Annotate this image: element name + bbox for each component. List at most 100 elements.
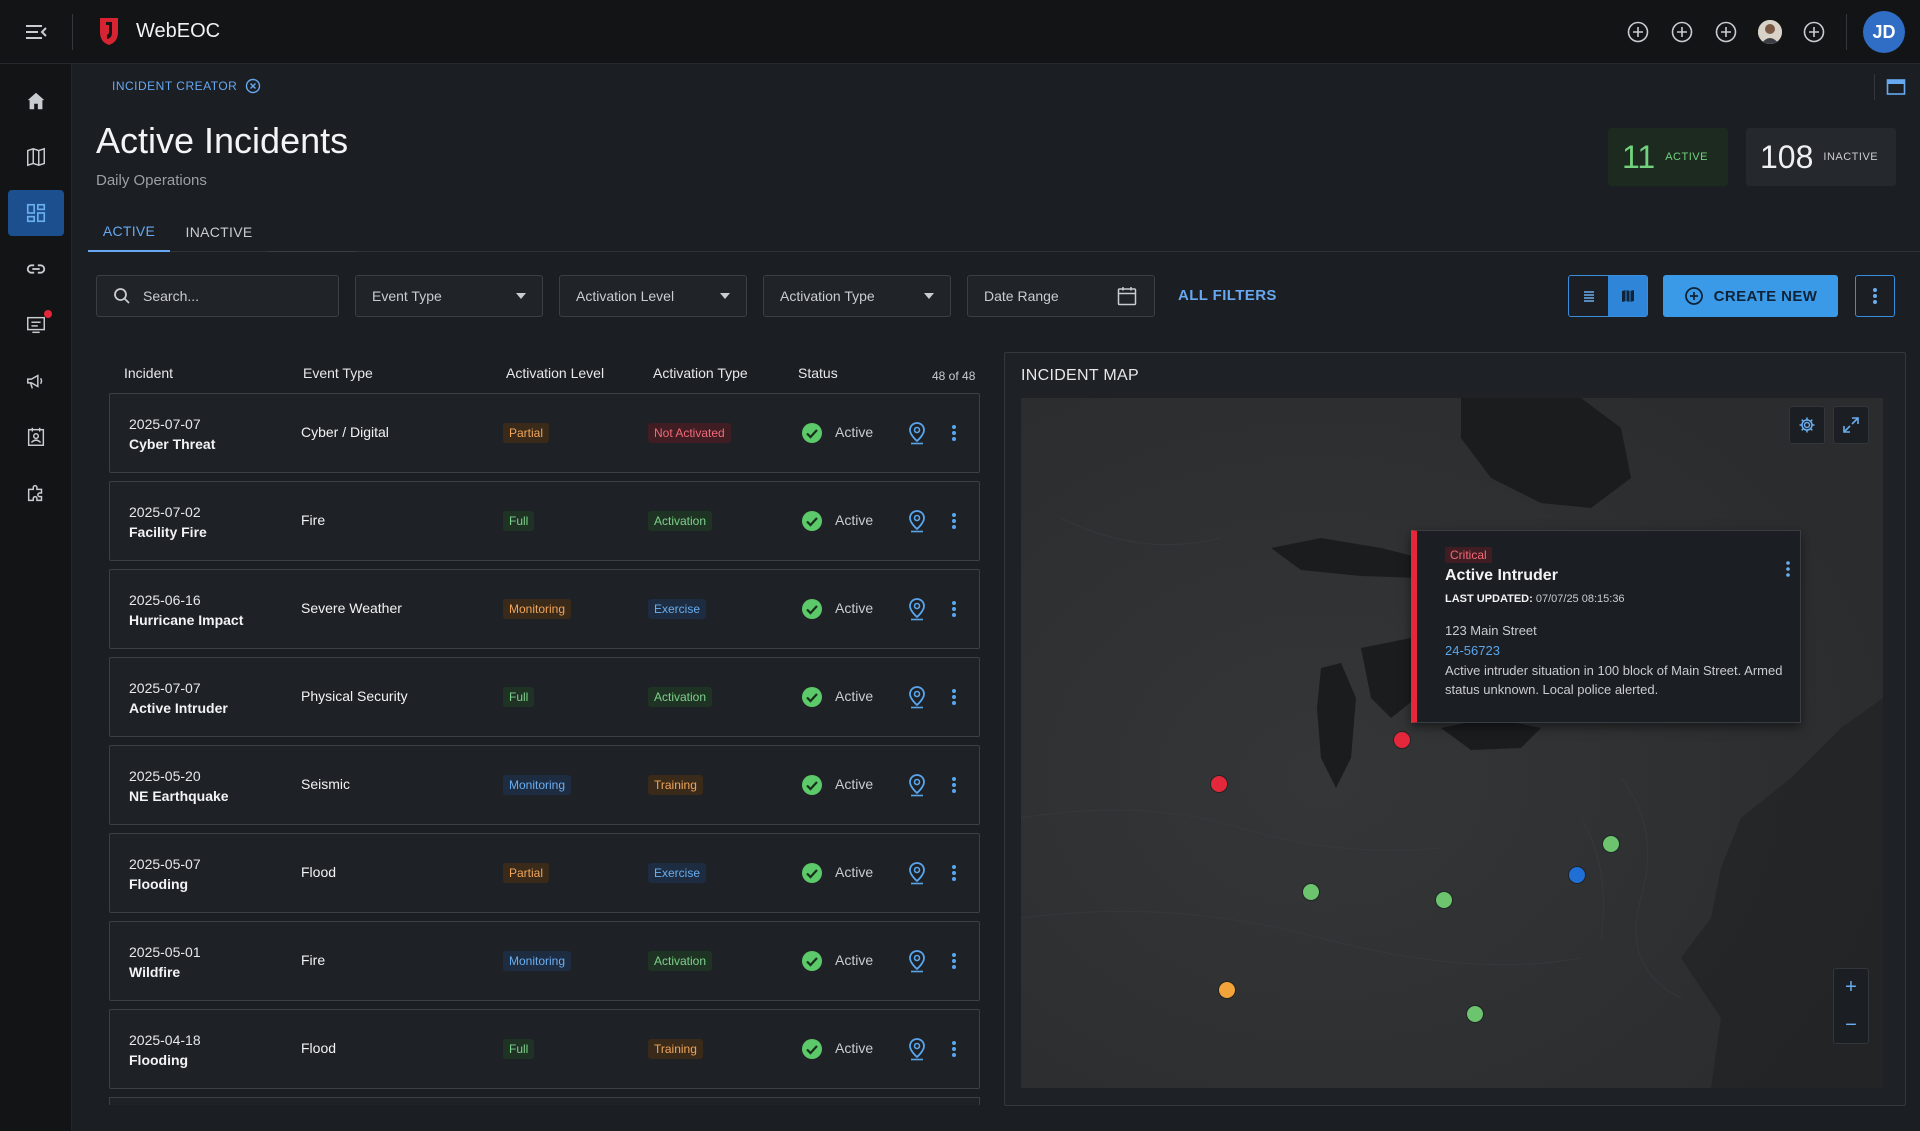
check-circle-icon: [801, 510, 823, 532]
incident-popup[interactable]: Critical Active Intruder LAST UPDATED: 0…: [1411, 530, 1801, 723]
list-view-icon[interactable]: [1569, 276, 1608, 316]
table-row[interactable]: 2025-05-20 NE Earthquake Seismic Monitoring…: [109, 745, 980, 825]
location-pin-icon[interactable]: [906, 685, 928, 709]
table-row[interactable]: 2025-04-18 Flooding Flood Full Training Activ…: [109, 1009, 980, 1089]
fullscreen-expand-icon[interactable]: [1833, 406, 1869, 444]
search-input[interactable]: [143, 288, 313, 304]
col-incident[interactable]: Incident: [124, 365, 174, 381]
divider: [1874, 74, 1875, 100]
status-text: Active: [835, 600, 874, 616]
location-pin-icon[interactable]: [906, 509, 928, 533]
map-pin-normal[interactable]: [1467, 1006, 1483, 1022]
open-window-icon[interactable]: [1886, 78, 1906, 96]
table-row[interactable]: 2025-06-16 Hurricane Impact Severe Weather…: [109, 569, 980, 649]
add-circle-icon[interactable]: [1626, 20, 1650, 44]
check-circle-icon: [801, 774, 823, 796]
col-activation-level[interactable]: Activation Level: [506, 365, 605, 381]
table-row[interactable]: 2025-07-02 Facility Fire Fire Full Activatio…: [109, 481, 980, 561]
add-circle-icon[interactable]: [1802, 20, 1826, 44]
map-pin-normal[interactable]: [1303, 884, 1319, 900]
add-circle-icon[interactable]: [1670, 20, 1694, 44]
breadcrumb-label[interactable]: INCIDENT CREATOR: [112, 79, 238, 93]
megaphone-icon[interactable]: [8, 358, 64, 404]
more-options-icon[interactable]: [948, 774, 960, 796]
all-filters-link[interactable]: ALL FILTERS: [1178, 287, 1277, 304]
activation-type-dropdown[interactable]: Activation Type: [763, 275, 951, 317]
table-row[interactable]: 2025-07-07 Cyber Threat Cyber / Digital Par…: [109, 393, 980, 473]
user-photo-avatar[interactable]: [1758, 20, 1782, 44]
tabs: ACTIVE INACTIVE: [88, 212, 1920, 252]
top-bar: WebEOC JD: [0, 0, 1920, 64]
activation-type-badge: Exercise: [648, 599, 707, 619]
more-options-icon[interactable]: [1855, 275, 1895, 317]
table-row[interactable]: 2025-05-07 Flooding Flood Partial Exercise Ac…: [109, 833, 980, 913]
map-view-icon[interactable]: [1608, 276, 1647, 316]
activation-level-dropdown[interactable]: Activation Level: [559, 275, 747, 317]
map-pin-info[interactable]: [1569, 867, 1585, 883]
active-label: ACTIVE: [1665, 151, 1708, 163]
active-count: 11: [1622, 138, 1656, 175]
contacts-icon[interactable]: [8, 414, 64, 460]
location-pin-icon[interactable]: [906, 597, 928, 621]
location-pin-icon[interactable]: [906, 421, 928, 445]
activation-type-badge: Training: [648, 775, 703, 795]
event-type-value: Flood: [301, 1040, 337, 1056]
plugin-icon[interactable]: [8, 470, 64, 516]
activation-type-badge: Activation: [648, 687, 713, 707]
more-options-icon[interactable]: [948, 686, 960, 708]
more-options-icon[interactable]: [948, 862, 960, 884]
event-type-dropdown[interactable]: Event Type: [355, 275, 543, 317]
location-pin-icon[interactable]: [906, 861, 928, 885]
menu-collapse-icon[interactable]: [22, 20, 50, 44]
tab-inactive[interactable]: INACTIVE: [185, 224, 253, 240]
more-options-icon[interactable]: [948, 422, 960, 444]
tab-active[interactable]: ACTIVE: [88, 212, 170, 252]
table-row[interactable]: 2025-07-07 Active Intruder Physical Securi…: [109, 657, 980, 737]
zoom-in-button[interactable]: +: [1845, 976, 1857, 998]
status-text: Active: [835, 776, 874, 792]
dashboard-icon[interactable]: [8, 190, 64, 236]
link-icon[interactable]: [8, 246, 64, 292]
more-options-icon[interactable]: [948, 1038, 960, 1060]
map-pin-normal[interactable]: [1436, 892, 1452, 908]
zoom-controls: + −: [1833, 968, 1869, 1044]
map-pin-critical[interactable]: [1394, 732, 1410, 748]
map-pin-warning[interactable]: [1219, 982, 1235, 998]
map-pin-normal[interactable]: [1603, 836, 1619, 852]
date-range-picker[interactable]: Date Range: [967, 275, 1155, 317]
user-avatar[interactable]: JD: [1863, 11, 1905, 53]
incident-date: 2025-07-07: [129, 680, 201, 696]
incident-name: Active Intruder: [129, 700, 228, 716]
popup-incident-id-link[interactable]: 24-56723: [1445, 643, 1500, 658]
more-options-icon[interactable]: [948, 510, 960, 532]
status-text: Active: [835, 864, 874, 880]
incident-map[interactable]: + − Critical Active Intruder LAST UPDATE…: [1021, 398, 1883, 1088]
create-new-button[interactable]: CREATE NEW: [1663, 275, 1838, 317]
location-pin-icon[interactable]: [906, 1037, 928, 1061]
search-box[interactable]: [96, 275, 339, 317]
add-circle-icon[interactable]: [1714, 20, 1738, 44]
incident-name: Flooding: [129, 876, 189, 892]
more-options-icon[interactable]: [948, 598, 960, 620]
col-status[interactable]: Status: [798, 365, 838, 381]
map-icon[interactable]: [8, 134, 64, 180]
table-row[interactable]: 2025-05-01 Wildfire Fire Monitoring Activati…: [109, 921, 980, 1001]
app-title: WebEOC: [136, 20, 221, 42]
home-icon[interactable]: [8, 78, 64, 124]
close-circle-icon[interactable]: [245, 78, 261, 94]
location-pin-icon[interactable]: [906, 773, 928, 797]
map-pin-critical[interactable]: [1211, 776, 1227, 792]
more-options-icon[interactable]: [948, 950, 960, 972]
sidebar: [0, 64, 72, 1131]
activation-level-badge: Monitoring: [503, 775, 572, 795]
active-count-card[interactable]: 11 ACTIVE: [1608, 128, 1728, 186]
incident-date: 2025-06-16: [129, 592, 201, 608]
more-options-icon[interactable]: [1783, 559, 1793, 579]
settings-gear-icon[interactable]: [1789, 406, 1825, 444]
zoom-out-button[interactable]: −: [1845, 1014, 1857, 1036]
col-activation-type[interactable]: Activation Type: [653, 365, 748, 381]
col-event-type[interactable]: Event Type: [303, 365, 373, 381]
inactive-count-card[interactable]: 108 INACTIVE: [1746, 128, 1896, 186]
location-pin-icon[interactable]: [906, 949, 928, 973]
message-board-icon[interactable]: [8, 302, 64, 348]
